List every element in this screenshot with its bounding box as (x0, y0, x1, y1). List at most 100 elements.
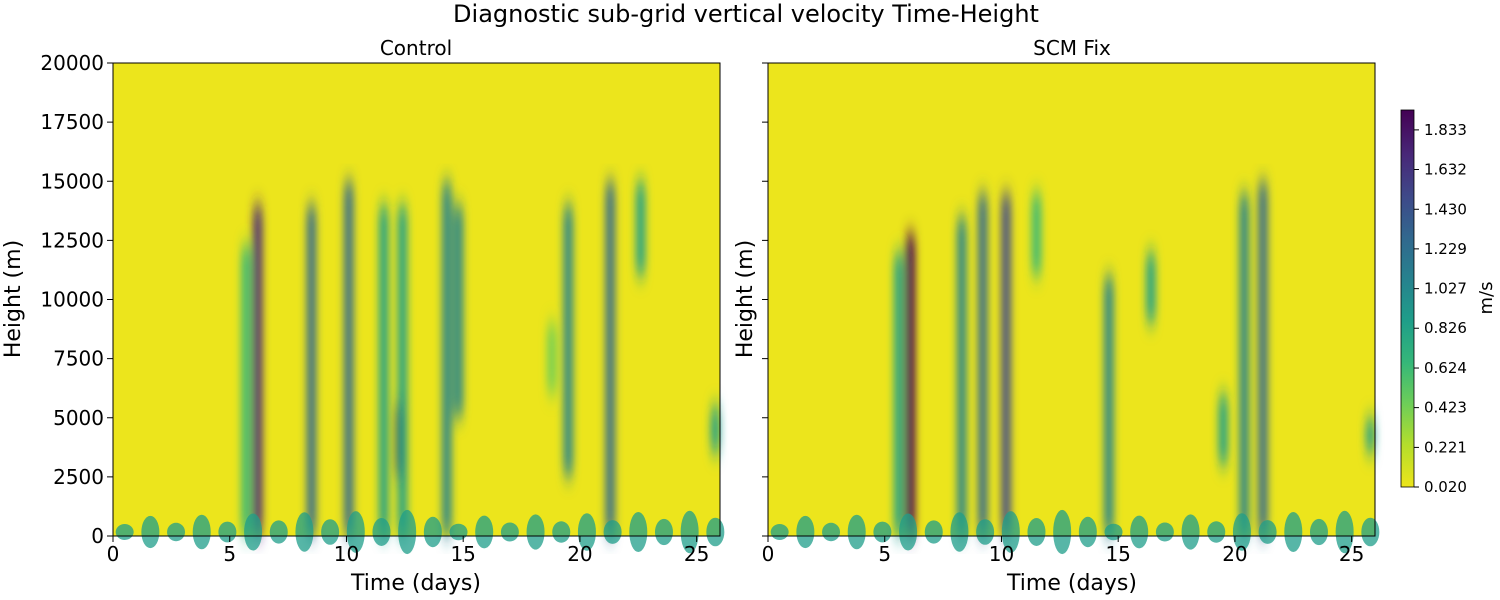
convective-feature (241, 245, 252, 537)
boundary-layer-feature (603, 520, 622, 544)
panel-control-features (241, 181, 721, 537)
convective-feature (397, 204, 408, 536)
panel-control-plot-area (113, 63, 720, 536)
x-tick-label: 25 (1339, 542, 1364, 566)
boundary-layer-feature (847, 514, 866, 550)
boundary-layer-feature (1309, 518, 1328, 546)
boundary-layer-feature (321, 519, 340, 545)
boundary-layer-feature (577, 513, 596, 551)
boundary-layer-feature (1130, 515, 1149, 549)
convective-feature (252, 204, 263, 536)
convective-feature (441, 181, 452, 536)
boundary-layer-feature (192, 514, 211, 550)
colorbar-tick-label: 1.833 (1424, 121, 1467, 139)
boundary-layer-feature (552, 521, 571, 543)
x-tick-label: 5 (878, 542, 891, 566)
x-tick-label: 5 (223, 542, 236, 566)
panel-scm-fix-plot-area (768, 63, 1375, 536)
convective-feature (605, 181, 616, 536)
convective-feature (1145, 252, 1156, 324)
boundary-layer-feature (924, 520, 943, 544)
panel-control-title: Control (380, 36, 452, 60)
y-tick-label: 0 (91, 524, 104, 548)
panel-scm-fix-ylabel: Height (m) (733, 240, 758, 358)
panel-control-xaxis: 0 5 10 15 20 25 (107, 536, 709, 566)
x-tick-label: 10 (989, 542, 1014, 566)
boundary-layer-feature (1001, 511, 1020, 553)
convective-feature (1239, 193, 1250, 536)
y-tick-label: 20000 (40, 51, 104, 75)
y-tick-label: 15000 (40, 169, 104, 193)
x-tick-label: 20 (567, 542, 592, 566)
figure-title: Diagnostic sub-grid vertical velocity Ti… (453, 0, 1039, 28)
boundary-layer-feature (500, 522, 519, 542)
convective-feature (1103, 275, 1114, 536)
boundary-layer-feature (1335, 510, 1354, 554)
convective-feature (635, 181, 646, 276)
convective-feature (343, 181, 354, 536)
boundary-layer-feature (218, 521, 237, 543)
convective-feature (1257, 181, 1268, 536)
panel-control-ylabel: Height (m) (1, 240, 26, 358)
convective-feature (1365, 417, 1376, 454)
colorbar-tick-label: 0.020 (1424, 478, 1467, 496)
panel-control-xlabel: Time (days) (350, 571, 481, 596)
panel-scm-fix-title: SCM Fix (1033, 36, 1111, 60)
convective-feature (306, 204, 317, 536)
boundary-layer-feature (1284, 512, 1303, 552)
colorbar-tick-label: 0.826 (1424, 319, 1467, 337)
convective-feature (905, 233, 916, 536)
boundary-layer-feature (141, 515, 160, 549)
boundary-layer-feature (398, 509, 417, 555)
panel-scm-fix-features (893, 181, 1376, 536)
convective-feature (563, 204, 574, 477)
panel-scm-fix-yaxis (762, 62, 768, 537)
boundary-layer-feature (1181, 514, 1200, 550)
boundary-layer-feature (1053, 509, 1072, 555)
y-tick-label: 17500 (40, 110, 104, 134)
x-tick-label: 0 (107, 542, 120, 566)
colorbar-tick-label: 1.632 (1424, 160, 1467, 178)
boundary-layer-feature (526, 514, 545, 550)
convective-feature (1031, 193, 1042, 276)
boundary-layer-feature (873, 521, 892, 543)
colorbar-label: m/s (1476, 282, 1497, 315)
panel-control-yaxis: 0 2500 5000 7500 10000 12500 15000 17500 20000 (40, 51, 113, 548)
boundary-layer-feature (244, 513, 263, 551)
convective-feature (1218, 394, 1229, 466)
colorbar-tick-label: 1.430 (1424, 200, 1467, 218)
y-tick-label: 2500 (53, 465, 104, 489)
boundary-layer-feature (1078, 516, 1097, 548)
boundary-layer-feature (449, 523, 468, 541)
convective-feature (893, 252, 904, 536)
boundary-layer-feature (1258, 520, 1277, 544)
y-tick-label: 10000 (40, 288, 104, 312)
panel-control: Control 0 5 10 15 20 25 0 2500 5000 7500 10000 125… (1, 36, 725, 596)
colorbar-ticks: 0.020 0.221 0.423 0.624 0.826 1.027 1.229 1.430… (1414, 121, 1467, 496)
boundary-layer-feature (629, 512, 648, 552)
colorbar-tick-label: 0.221 (1424, 438, 1467, 456)
colorbar-bar (1400, 109, 1415, 488)
boundary-layer-feature (475, 515, 494, 549)
boundary-layer-feature (269, 520, 288, 544)
colorbar: 0.020 0.221 0.423 0.624 0.826 1.027 1.229 1.430… (1400, 109, 1497, 496)
convective-feature (378, 204, 389, 536)
colorbar-tick-label: 0.624 (1424, 359, 1467, 377)
colorbar-tick-label: 1.229 (1424, 240, 1467, 258)
boundary-layer-feature (115, 524, 134, 540)
boundary-layer-feature (167, 522, 186, 542)
x-tick-label: 20 (1222, 542, 1247, 566)
convective-feature (977, 193, 988, 536)
y-tick-label: 5000 (53, 406, 104, 430)
convective-feature (453, 204, 464, 418)
y-tick-label: 12500 (40, 228, 104, 252)
boundary-layer-feature (372, 518, 391, 546)
convective-feature (710, 405, 721, 454)
boundary-layer-feature (423, 516, 442, 548)
boundary-layer-feature (654, 518, 673, 546)
boundary-layer-feature (796, 515, 815, 549)
x-tick-label: 10 (334, 542, 359, 566)
x-tick-label: 25 (684, 542, 709, 566)
panel-scm-fix-xlabel: Time (days) (1006, 571, 1137, 596)
